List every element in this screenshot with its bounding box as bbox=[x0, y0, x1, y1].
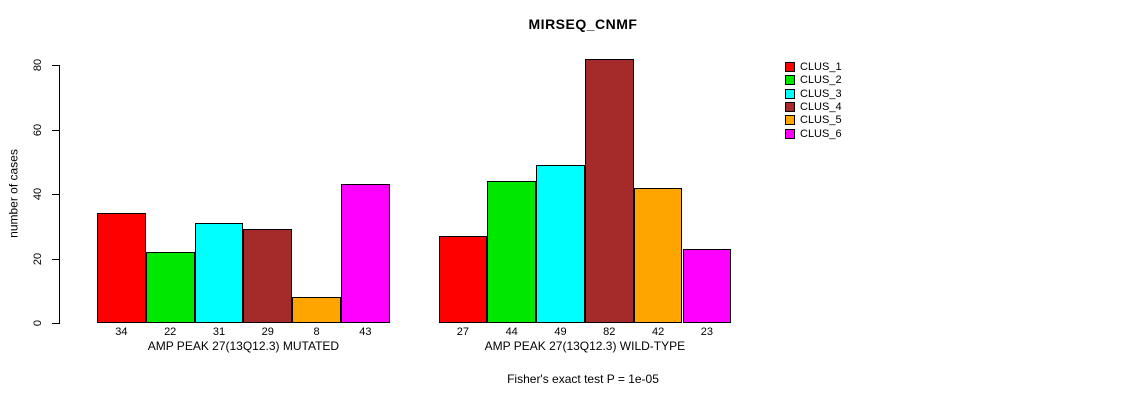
x-group-label: AMP PEAK 27(13Q12.3) WILD-TYPE bbox=[484, 339, 686, 353]
bar-value-label: 43 bbox=[359, 326, 372, 338]
bar-value-label: 44 bbox=[505, 326, 518, 338]
bar-clus_2 bbox=[145, 252, 195, 323]
legend-swatch-icon bbox=[785, 75, 795, 86]
legend-swatch-icon bbox=[785, 62, 795, 72]
x-group-label: AMP PEAK 27(13Q12.3) MUTATED bbox=[147, 339, 340, 353]
legend-swatch-icon bbox=[785, 101, 795, 112]
bar-clus_1 bbox=[438, 235, 488, 323]
y-tick-label: 20 bbox=[32, 252, 44, 265]
bar-value-label: 29 bbox=[261, 326, 274, 338]
y-axis-line bbox=[59, 65, 60, 324]
bar-value-label: 22 bbox=[164, 326, 177, 338]
bar-clus_5 bbox=[292, 297, 341, 323]
bar-value-label: 82 bbox=[603, 326, 616, 338]
bar-clus_4 bbox=[584, 58, 634, 323]
bar-value-label: 8 bbox=[313, 326, 320, 338]
y-tick-label: 0 bbox=[32, 319, 44, 327]
legend-label: CLUS_1 bbox=[800, 61, 842, 73]
y-tick bbox=[52, 194, 59, 195]
legend-label: CLUS_5 bbox=[800, 114, 842, 127]
bar-value-label: 31 bbox=[212, 326, 226, 338]
bar-value-label: 34 bbox=[115, 326, 128, 338]
fisher-test-annotation: Fisher's exact test P = 1e-05 bbox=[507, 372, 659, 386]
y-tick bbox=[52, 258, 59, 260]
y-axis-title: number of cases bbox=[6, 149, 21, 238]
legend-label: CLUS_2 bbox=[800, 74, 842, 87]
y-tick-label: 60 bbox=[32, 123, 44, 136]
y-tick-label: 40 bbox=[32, 187, 44, 201]
bar-clus_4 bbox=[243, 229, 293, 323]
legend-label: CLUS_3 bbox=[800, 87, 842, 100]
bar-clus_1 bbox=[97, 213, 146, 323]
legend-swatch-icon bbox=[785, 88, 795, 99]
y-tick-label: 80 bbox=[32, 58, 44, 72]
bar-value-label: 42 bbox=[651, 326, 665, 338]
bar-value-label: 49 bbox=[554, 326, 567, 338]
y-tick bbox=[52, 65, 59, 66]
bar-clus_6 bbox=[682, 248, 732, 323]
legend-swatch-icon bbox=[785, 128, 795, 139]
y-tick bbox=[52, 129, 59, 131]
bar-clus_5 bbox=[633, 187, 683, 323]
legend-label: CLUS_6 bbox=[800, 127, 842, 140]
bar-value-label: 27 bbox=[456, 326, 470, 338]
bar-clus_2 bbox=[487, 181, 537, 323]
y-tick bbox=[52, 323, 59, 324]
bar-clus_3 bbox=[194, 223, 244, 323]
bar-clus_3 bbox=[536, 164, 585, 323]
bar-value-label: 23 bbox=[700, 326, 714, 338]
legend-swatch-icon bbox=[785, 115, 795, 126]
chart-title: MIRSEQ_CNMF bbox=[528, 16, 638, 32]
legend-label: CLUS_4 bbox=[800, 100, 842, 113]
bar-clus_6 bbox=[341, 184, 390, 323]
